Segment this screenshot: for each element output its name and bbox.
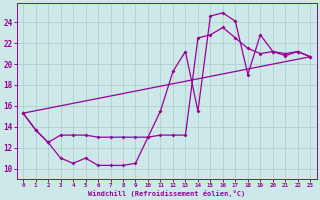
X-axis label: Windchill (Refroidissement éolien,°C): Windchill (Refroidissement éolien,°C)	[88, 190, 245, 197]
